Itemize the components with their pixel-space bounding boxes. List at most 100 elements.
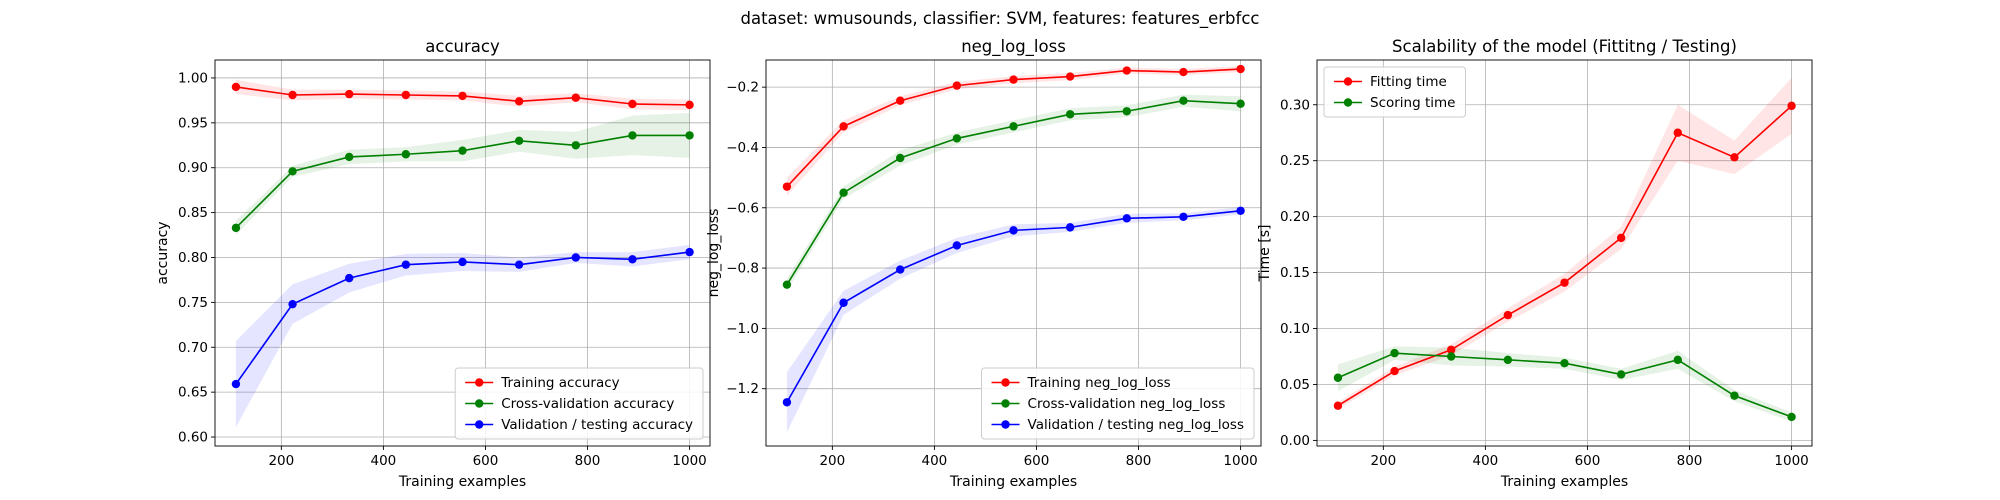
x-tick-label: 600 (1575, 453, 1601, 469)
x-tick-label: 400 (371, 453, 397, 469)
chart-title: accuracy (425, 37, 500, 56)
legend-label: Scoring time (1370, 95, 1455, 111)
x-axis-label: Training examples (1500, 474, 1628, 490)
legend-item: Training neg_log_loss (991, 375, 1171, 391)
x-tick-label: 600 (473, 453, 499, 469)
data-point (514, 97, 524, 106)
data-point (514, 136, 524, 145)
data-point (1122, 214, 1131, 223)
legend-item: Validation / testing accuracy (465, 417, 693, 433)
y-tick-label: 0.75 (178, 295, 208, 311)
legend-marker (1343, 77, 1353, 86)
data-point (1122, 66, 1131, 75)
data-point (1503, 310, 1513, 320)
data-point (458, 257, 467, 267)
data-point (685, 100, 694, 110)
data-point (1236, 206, 1245, 215)
data-point (782, 280, 792, 289)
data-point (1333, 373, 1343, 382)
y-axis-label: Time [s] (1257, 225, 1273, 283)
data-point (1447, 345, 1456, 354)
chart-title: neg_log_loss (961, 37, 1066, 57)
chart-panel-1: 200 400 600 800 1000 0.60 0.65 0.70 0.75 0.80 0.85… (155, 37, 711, 490)
data-point (685, 247, 694, 257)
data-point (1730, 153, 1739, 162)
y-tick-label: 0.65 (178, 385, 208, 401)
series-band-2 (235, 112, 690, 236)
y-tick-label: −0.2 (726, 80, 759, 96)
series-band-3 (786, 207, 1241, 433)
y-tick-label: 0.15 (1280, 265, 1310, 281)
y-tick-label: −0.8 (726, 261, 759, 277)
data-point (1236, 64, 1245, 74)
data-point (1009, 122, 1018, 131)
data-point (1616, 370, 1626, 379)
data-point (1009, 226, 1018, 235)
y-tick-label: 0.70 (178, 340, 208, 356)
axes-frame (214, 59, 711, 447)
legend-box (981, 367, 1255, 440)
y-tick-label: 1.00 (178, 70, 208, 86)
data-point (288, 90, 297, 100)
data-point (514, 260, 524, 269)
data-point (288, 299, 297, 309)
x-axis-label: Training examples (949, 474, 1077, 490)
legend-item: Validation / testing neg_log_loss (991, 417, 1244, 433)
x-tick-label: 1000 (1774, 453, 1808, 469)
legend-label: Validation / testing accuracy (501, 417, 693, 433)
data-point (1065, 110, 1075, 119)
data-point (1390, 366, 1399, 376)
y-tick-label: 0.90 (178, 160, 208, 176)
data-point (345, 152, 354, 162)
data-point (571, 253, 580, 262)
y-tick-label: 0.00 (1280, 433, 1310, 449)
data-point (1009, 75, 1018, 84)
y-tick-label: 0.20 (1280, 209, 1310, 225)
y-tick-label: 0.85 (178, 205, 208, 221)
legend-box (454, 367, 704, 440)
data-point (1122, 107, 1131, 116)
data-point (1616, 233, 1626, 243)
data-point (401, 260, 411, 269)
x-tick-label: 200 (1370, 453, 1396, 469)
legend-marker (475, 420, 484, 429)
data-point (1065, 223, 1075, 232)
data-point (685, 131, 694, 140)
data-point (458, 91, 467, 101)
data-point (1503, 355, 1513, 365)
y-tick-label: 0.05 (1280, 377, 1310, 393)
data-point (628, 255, 637, 264)
data-point (458, 146, 467, 155)
data-point (1236, 99, 1245, 108)
x-tick-label: 600 (1024, 453, 1050, 469)
y-tick-label: −1.0 (726, 321, 759, 337)
legend-label: Validation / testing neg_log_loss (1028, 417, 1244, 433)
legend-marker (1343, 98, 1353, 107)
figure-suptitle: dataset: wmusounds, classifier: SVM, fea… (740, 9, 1259, 29)
y-tick-label: −0.4 (726, 140, 759, 156)
chart-panels: 200 400 600 800 1000 0.60 0.65 0.70 0.75 0.80 0.85… (155, 37, 1813, 490)
legend: Fitting time Scoring time (1323, 66, 1466, 118)
legend-item: Fitting time (1334, 74, 1447, 90)
data-point (345, 273, 354, 283)
data-point (1065, 72, 1075, 81)
data-point (1560, 278, 1569, 287)
x-tick-label: 400 (922, 453, 948, 469)
chart-title: Scalability of the model (Fittitng / Tes… (1392, 37, 1737, 56)
x-tick-label: 400 (1473, 453, 1499, 469)
legend-label: Cross-validation accuracy (501, 396, 674, 412)
legend-box (1323, 66, 1466, 118)
legend-label: Fitting time (1370, 74, 1447, 90)
y-axis-label: neg_log_loss (706, 209, 722, 298)
data-point (952, 81, 962, 90)
series-band-3 (235, 244, 690, 428)
data-point (839, 298, 848, 307)
data-point (288, 167, 297, 176)
legend-marker (475, 378, 484, 387)
legend-item: Scoring time (1334, 95, 1455, 111)
data-point (231, 379, 241, 389)
axes-frame (1316, 59, 1813, 447)
y-tick-label: 0.25 (1280, 153, 1310, 169)
data-point (1179, 67, 1188, 77)
